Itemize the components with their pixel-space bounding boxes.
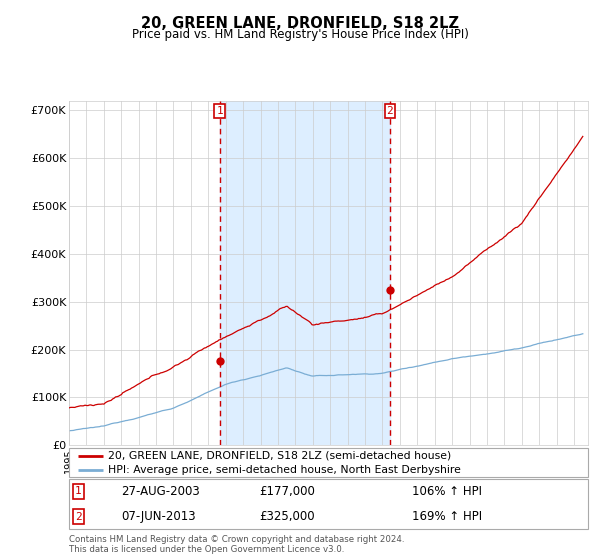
- Text: 169% ↑ HPI: 169% ↑ HPI: [412, 510, 482, 523]
- Text: HPI: Average price, semi-detached house, North East Derbyshire: HPI: Average price, semi-detached house,…: [108, 465, 461, 475]
- Text: 1: 1: [75, 487, 82, 496]
- Text: £325,000: £325,000: [259, 510, 315, 523]
- FancyBboxPatch shape: [69, 448, 588, 477]
- FancyBboxPatch shape: [69, 479, 588, 529]
- Bar: [220, 101, 390, 445]
- Text: 1: 1: [216, 106, 223, 116]
- Text: Contains HM Land Registry data © Crown copyright and database right 2024.
This d: Contains HM Land Registry data © Crown c…: [69, 535, 404, 554]
- Text: £177,000: £177,000: [259, 485, 315, 498]
- Text: 106% ↑ HPI: 106% ↑ HPI: [412, 485, 482, 498]
- Text: Price paid vs. HM Land Registry's House Price Index (HPI): Price paid vs. HM Land Registry's House …: [131, 28, 469, 41]
- Text: 20, GREEN LANE, DRONFIELD, S18 2LZ: 20, GREEN LANE, DRONFIELD, S18 2LZ: [141, 16, 459, 31]
- Text: 27-AUG-2003: 27-AUG-2003: [121, 485, 200, 498]
- Text: 2: 2: [386, 106, 394, 116]
- Text: 20, GREEN LANE, DRONFIELD, S18 2LZ (semi-detached house): 20, GREEN LANE, DRONFIELD, S18 2LZ (semi…: [108, 451, 451, 461]
- Text: 2: 2: [75, 512, 82, 521]
- Text: 07-JUN-2013: 07-JUN-2013: [121, 510, 196, 523]
